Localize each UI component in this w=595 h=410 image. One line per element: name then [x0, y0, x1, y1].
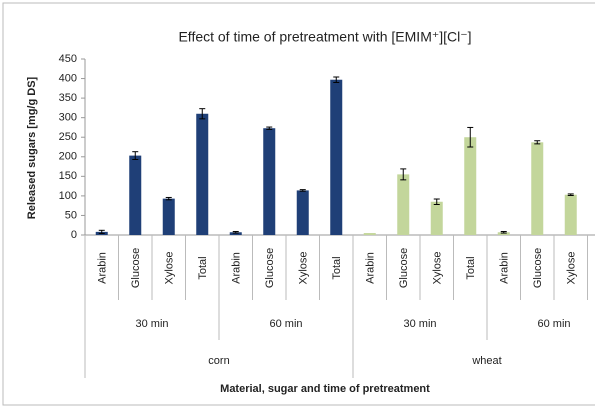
time-group-label: 60 min — [537, 318, 570, 330]
bar — [229, 232, 242, 235]
x-tick-label: Arabin — [97, 252, 109, 284]
y-tick-label: 200 — [59, 151, 77, 163]
material-group-label: corn — [208, 355, 229, 367]
x-tick-label: Arabin — [231, 252, 243, 284]
y-tick-label: 300 — [59, 112, 77, 124]
time-group-label: 30 min — [135, 318, 168, 330]
y-tick-label: 50 — [65, 209, 77, 221]
x-tick-label: Xylose — [432, 251, 444, 284]
bar — [397, 174, 410, 235]
y-tick-label: 350 — [59, 92, 77, 104]
bar — [531, 142, 544, 235]
x-tick-label: Total — [465, 256, 477, 279]
bar — [196, 113, 209, 235]
x-tick-label: Xylose — [298, 251, 310, 284]
x-tick-label: Glucose — [532, 248, 544, 288]
bar — [330, 79, 343, 236]
x-tick-label: Glucose — [398, 248, 410, 288]
x-tick-label: Arabin — [365, 252, 377, 284]
x-tick-label: Xylose — [164, 251, 176, 284]
y-tick-label: 450 — [59, 53, 77, 65]
bar — [430, 201, 443, 235]
x-tick-label: Arabin — [499, 252, 511, 284]
time-group-label: 30 min — [403, 318, 436, 330]
x-tick-label: Glucose — [264, 248, 276, 288]
y-tick-label: 250 — [59, 131, 77, 143]
x-tick-label: Total — [331, 256, 343, 279]
bar — [263, 128, 276, 235]
bar — [564, 194, 577, 235]
x-tick-label: Total — [197, 256, 209, 279]
y-tick-label: 0 — [71, 229, 77, 241]
bar — [129, 155, 142, 235]
y-tick-label: 400 — [59, 72, 77, 84]
time-group-label: 60 min — [269, 318, 302, 330]
bar — [497, 232, 510, 235]
bar — [162, 198, 175, 235]
y-tick-label: 100 — [59, 190, 77, 202]
bar — [464, 137, 477, 235]
y-axis-title: Released sugars [mg/g DS] — [26, 76, 38, 219]
bar — [363, 233, 376, 235]
chart-title: Effect of time of pretreatment with [EMI… — [178, 29, 471, 45]
bar — [296, 190, 309, 235]
x-tick-label: Glucose — [130, 248, 142, 288]
x-axis-title: Material, sugar and time of pretreatment — [220, 383, 430, 395]
x-tick-label: Xylose — [566, 251, 578, 284]
material-group-label: wheat — [471, 355, 501, 367]
y-tick-label: 150 — [59, 170, 77, 182]
